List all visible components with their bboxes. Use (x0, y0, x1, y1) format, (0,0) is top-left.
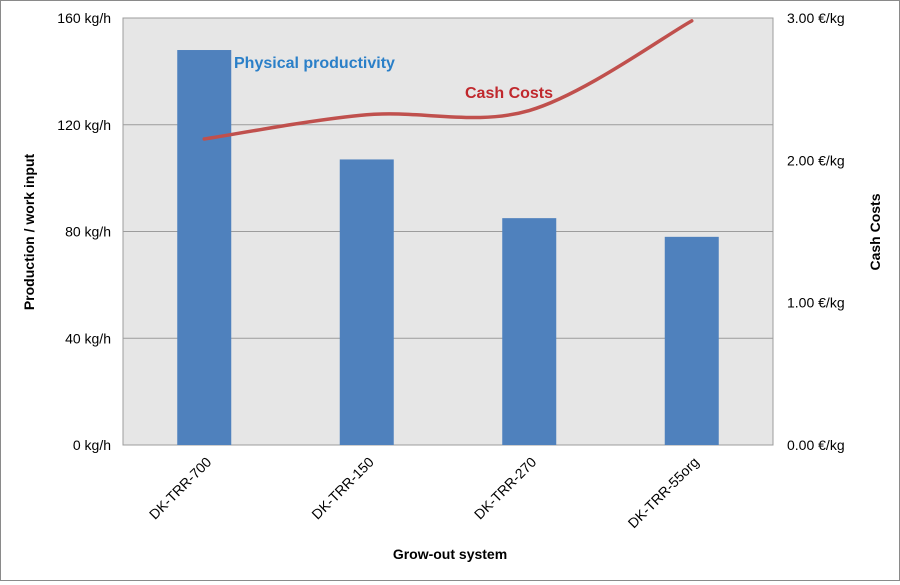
bar (502, 218, 557, 445)
y-axis-title: Production / work input (21, 154, 37, 311)
x-tick-label: DK-TRR-270 (471, 454, 540, 523)
line-series (202, 19, 694, 141)
y2-axis-title: Cash Costs (867, 193, 883, 270)
bar (177, 50, 232, 446)
bar (339, 159, 394, 445)
right-axis-ticks: 0.00 €/kg 1.00 €/kg 2.00 €/kg 3.00 €/kg (787, 10, 845, 453)
y-tick-label: 160 kg/h (57, 10, 111, 26)
y-tick-label: 80 kg/h (65, 224, 111, 240)
x-axis-ticks: DK-TRR-700 DK-TRR-150 DK-TRR-270 DK-TRR-55o… (146, 454, 702, 531)
y-tick-label: 120 kg/h (57, 117, 111, 133)
x-axis-title: Grow-out system (393, 546, 507, 562)
x-tick-label: DK-TRR-700 (146, 454, 215, 523)
y2-tick-label: 0.00 €/kg (787, 437, 845, 453)
y2-tick-label: 1.00 €/kg (787, 295, 845, 311)
cash-costs-line (202, 19, 694, 141)
bar-series (177, 50, 719, 446)
gridlines (123, 124, 773, 339)
x-tick-label: DK-TRR-150 (308, 454, 377, 523)
bar-series-label: Physical productivity (234, 55, 395, 72)
x-tick-label: DK-TRR-55org (625, 454, 702, 531)
bar (664, 236, 719, 445)
y2-tick-label: 3.00 €/kg (787, 10, 845, 26)
y-tick-label: 0 kg/h (73, 437, 111, 453)
y2-tick-label: 2.00 €/kg (787, 152, 845, 168)
y-tick-label: 40 kg/h (65, 330, 111, 346)
left-axis-ticks: 0 kg/h 40 kg/h 80 kg/h 120 kg/h 160 kg/h (57, 10, 111, 453)
line-series-label: Cash Costs (465, 85, 553, 102)
